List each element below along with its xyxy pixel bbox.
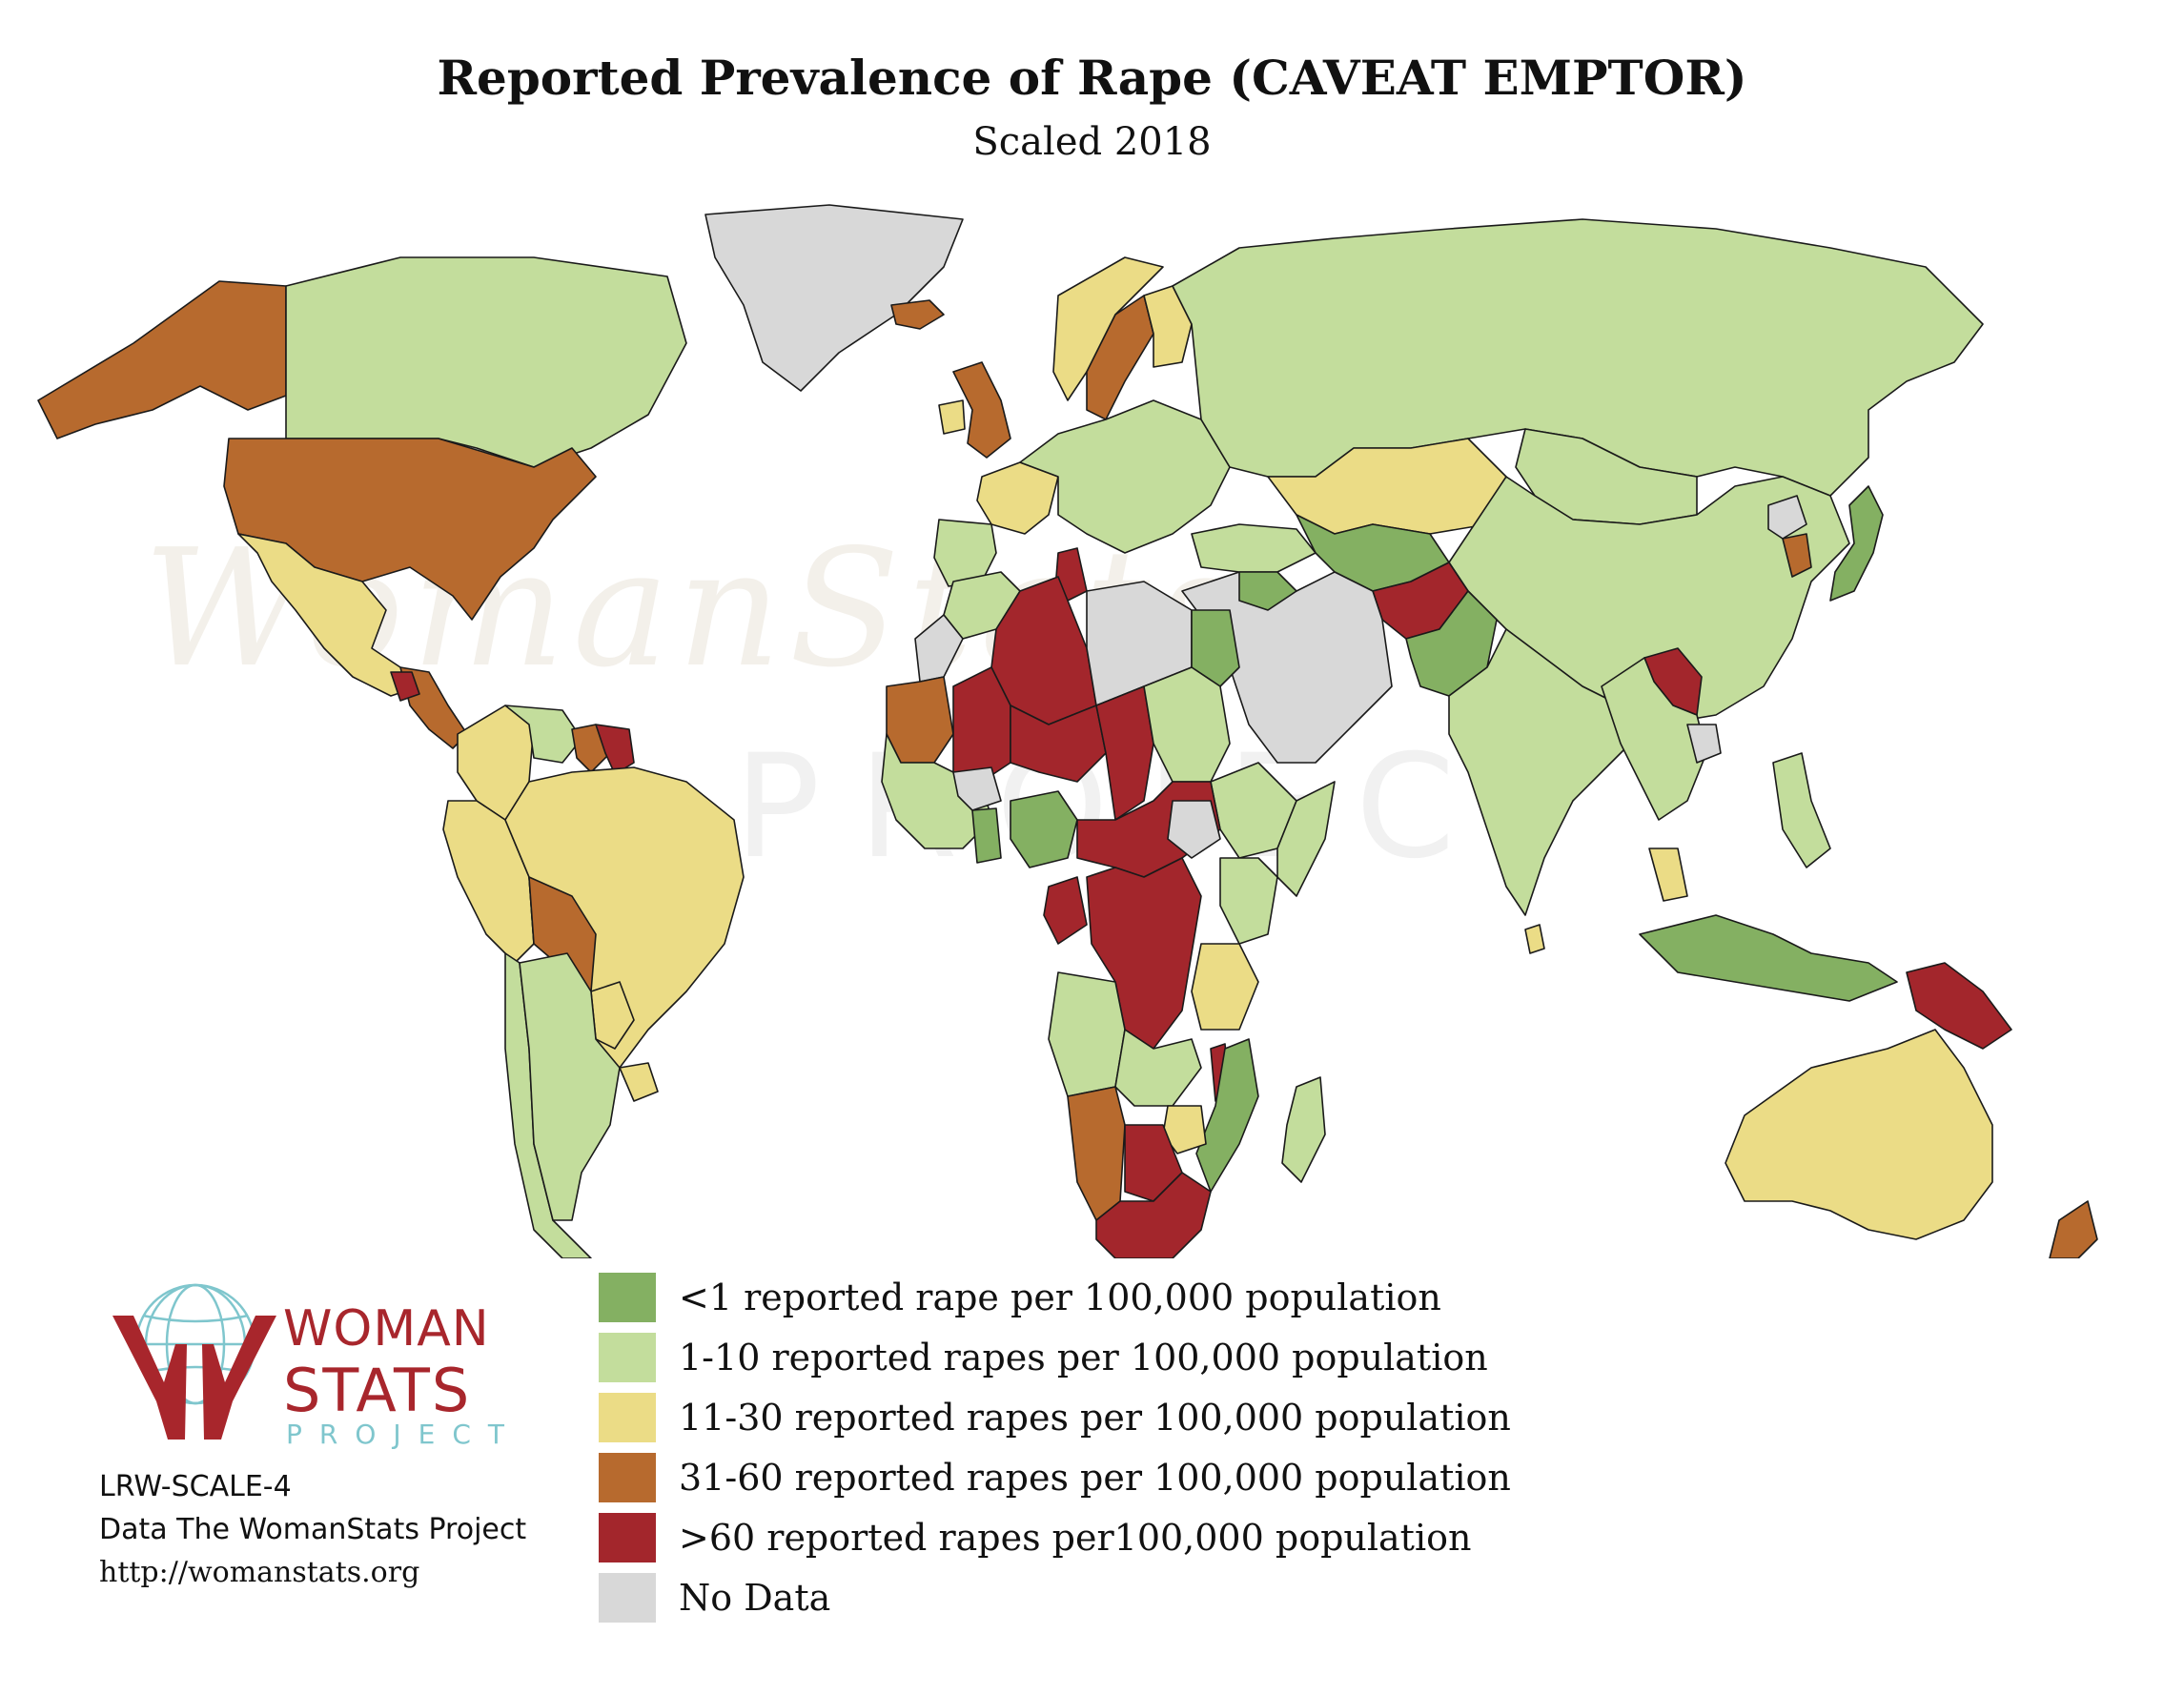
region-tanzania <box>1191 943 1259 1031</box>
region-central-europe <box>1019 399 1231 554</box>
region-ireland <box>938 399 966 435</box>
world-choropleth-map <box>37 204 2098 1258</box>
region-argentina <box>519 952 621 1221</box>
region-sudan <box>1143 666 1231 783</box>
legend-item: >60 reported rapes per100,000 population <box>599 1513 1552 1566</box>
region-mauritania <box>886 676 954 764</box>
legend-item: 11-30 reported rapes per 100,000 populat… <box>599 1393 1552 1446</box>
region-western-sahara <box>914 614 964 683</box>
region-australia <box>1725 1029 1993 1240</box>
region-guatemala <box>390 671 420 702</box>
legend-label: >60 reported rapes per100,000 population <box>679 1517 1472 1559</box>
region-tunisia <box>1055 547 1088 602</box>
legend-item: No Data <box>599 1573 1552 1626</box>
legend-swatch <box>599 1273 656 1322</box>
map-title: Reported Prevalence of Rape (CAVEAT EMPT… <box>437 50 1747 106</box>
logo-word-stats: STATS <box>283 1356 472 1425</box>
region-cambodia <box>1686 724 1722 764</box>
map-subtitle: Scaled 2018 <box>972 120 1212 164</box>
region-south-korea <box>1782 533 1812 578</box>
source-url[interactable]: http://womanstats.org <box>99 1556 420 1589</box>
region-canada <box>285 256 687 468</box>
region-philippines <box>1772 752 1831 868</box>
region-angola <box>1048 971 1126 1097</box>
dataset-code: LRW-SCALE-4 <box>99 1470 292 1503</box>
region-south-sudan <box>1167 800 1221 859</box>
legend-item: 31-60 reported rapes per 100,000 populat… <box>599 1453 1552 1506</box>
region-kenya <box>1219 857 1278 945</box>
legend-label: 1-10 reported rapes per 100,000 populati… <box>679 1337 1488 1378</box>
region-burkina-faso <box>952 766 1002 811</box>
region-uruguay <box>619 1062 659 1102</box>
legend-label: 11-30 reported rapes per 100,000 populat… <box>679 1397 1511 1439</box>
region-nigeria <box>1010 790 1078 868</box>
region-syria <box>1238 571 1297 611</box>
legend-swatch <box>599 1573 656 1623</box>
region-dr-congo <box>1086 857 1202 1050</box>
region-mali <box>952 666 1011 783</box>
region-ghana <box>971 807 1002 864</box>
region-japan <box>1829 485 1884 602</box>
logo-word-project: PROJECT <box>286 1419 521 1450</box>
data-source: Data The WomanStats Project <box>99 1513 527 1546</box>
legend-item: <1 reported rape per 100,000 population <box>599 1273 1552 1326</box>
region-namibia <box>1067 1086 1126 1221</box>
region-iceland <box>890 299 945 330</box>
region-greenland <box>704 204 964 392</box>
region-south-africa <box>1095 1172 1212 1258</box>
legend-label: 31-60 reported rapes per 100,000 populat… <box>679 1457 1511 1499</box>
region-indonesia <box>1639 914 1898 1002</box>
logo-word-woman: WOMAN <box>283 1300 490 1358</box>
legend-swatch <box>599 1513 656 1562</box>
legend-label: No Data <box>679 1577 831 1619</box>
region-india <box>1448 628 1641 916</box>
region-alaska <box>37 280 287 439</box>
region-venezuela <box>504 705 582 764</box>
legend-swatch <box>599 1333 656 1382</box>
region-sri-lanka <box>1524 924 1545 954</box>
region-united-states <box>223 438 597 621</box>
region-egypt <box>1191 609 1240 687</box>
region-turkey <box>1191 523 1317 573</box>
legend-swatch <box>599 1393 656 1442</box>
womanstats-logo: WOMAN STATS PROJECT <box>105 1277 505 1450</box>
region-new-zealand <box>2049 1200 2098 1258</box>
legend-item: 1-10 reported rapes per 100,000 populati… <box>599 1333 1552 1386</box>
region-madagascar <box>1281 1076 1326 1183</box>
legend-label: <1 reported rape per 100,000 population <box>679 1276 1441 1318</box>
region-sweden <box>1086 295 1154 420</box>
region-zambia <box>1114 1029 1202 1107</box>
region-peru <box>442 800 535 964</box>
region-united-kingdom <box>952 361 1011 459</box>
region-france <box>976 461 1059 535</box>
region-middle-east <box>1181 571 1393 764</box>
globe-hands-icon <box>112 1283 276 1440</box>
region-gabon <box>1043 876 1088 945</box>
region-mozambique <box>1195 1038 1259 1193</box>
region-north-korea <box>1767 495 1807 540</box>
legend-swatch <box>599 1453 656 1502</box>
region-malaysia <box>1648 848 1688 902</box>
region-papua-new-guinea <box>1906 962 2012 1050</box>
region-niger <box>1010 705 1107 783</box>
region-somalia <box>1276 781 1336 897</box>
